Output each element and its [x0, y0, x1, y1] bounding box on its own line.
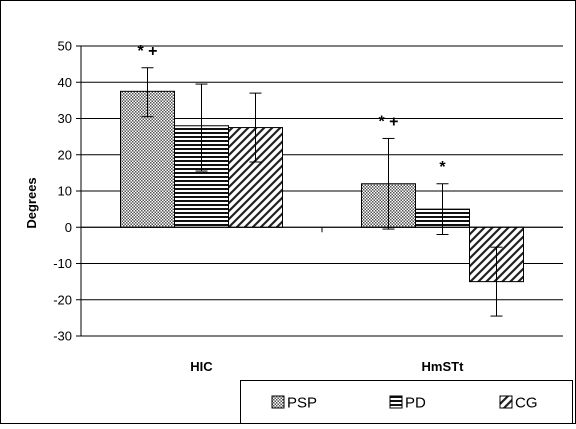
annotation-layer: * + * + * [137, 43, 446, 176]
y-tick-label: 50 [58, 39, 72, 54]
category-label: HIC [190, 359, 213, 374]
axis-layer [76, 45, 563, 337]
category-labels: HIC HmSTt [190, 359, 464, 374]
y-tick-label: 40 [58, 75, 72, 90]
y-tick-label: -20 [53, 292, 72, 307]
significance-marker: * + [378, 113, 398, 130]
significance-marker: * [439, 159, 446, 176]
y-axis-label: Degrees [24, 177, 39, 228]
legend-label-pd: PD [405, 395, 426, 412]
y-tick-label: 0 [65, 220, 72, 235]
legend-label-psp: PSP [287, 395, 317, 412]
legend-items: PSP PD CG [271, 395, 538, 412]
y-tick-label: 20 [58, 147, 72, 162]
legend-swatch-pd [389, 395, 403, 409]
legend: PSP PD CG [240, 380, 573, 424]
error-bar-layer [141, 67, 503, 317]
legend-swatch-cg [499, 395, 513, 409]
y-tick-labels: 50 40 30 20 10 0 -10 -20 -30 [53, 39, 72, 344]
legend-box [240, 380, 573, 424]
y-tick-label: 10 [58, 184, 72, 199]
y-tick-label: -30 [53, 329, 72, 344]
legend-swatch-psp [271, 395, 285, 409]
y-tick-label: -10 [53, 256, 72, 271]
y-tick-label: 30 [58, 111, 72, 126]
legend-label-cg: CG [515, 395, 538, 412]
significance-marker: * + [137, 43, 157, 60]
category-label: HmSTt [422, 359, 465, 374]
